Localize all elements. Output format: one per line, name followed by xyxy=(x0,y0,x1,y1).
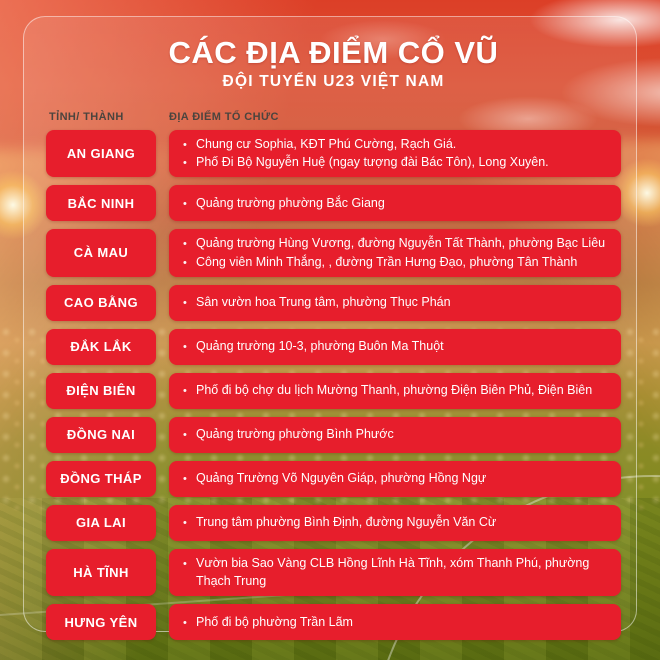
page-subtitle: ĐỘI TUYỂN U23 VIỆT NAM xyxy=(222,72,445,90)
table-row: ĐẮK LẮK • Quảng trường 10-3, phường Buôn … xyxy=(46,328,621,365)
location-text: Phố Đi Bộ Nguyễn Huệ (ngay tượng đài Bác… xyxy=(196,155,549,170)
location-text: Công viên Minh Thắng, , đường Trần Hưng … xyxy=(196,254,578,269)
bullet-icon: • xyxy=(183,238,187,251)
bullet-icon: • xyxy=(183,473,187,486)
table-row: AN GIANG • Chung cư Sophia, KĐT Phú Cường… xyxy=(46,129,621,178)
content-panel: CÁC ĐỊA ĐIỂM CỔ VŨ ĐỘI TUYỂN U23 VIỆT NA… xyxy=(23,16,637,641)
table-row: HƯNG YÊN • Phố đi bộ phường Trần Lãm xyxy=(46,604,621,641)
location-box: • Quảng trường 10-3, phường Buôn Ma Thuột xyxy=(169,328,621,365)
location-box: • Trung tâm phường Bình Định, đường Nguyễ… xyxy=(169,504,621,541)
column-headers: TỈNH/ THÀNH ĐỊA ĐIỂM TỔ CHỨC xyxy=(46,111,621,123)
province-badge: GIA LAI xyxy=(46,504,156,541)
bullet-icon: • xyxy=(183,297,187,310)
location-line: • Chung cư Sophia, KĐT Phú Cường, Rạch Gi… xyxy=(183,135,607,154)
location-box: • Quảng Trường Võ Nguyên Giáp, phường Hồn… xyxy=(169,460,621,497)
province-badge: ĐỒNG NAI xyxy=(46,416,156,453)
table-row: ĐIỆN BIÊN • Phố đi bộ chợ du lịch Mường T… xyxy=(46,372,621,409)
province-badge: ĐẮK LẮK xyxy=(46,328,156,365)
bullet-icon: • xyxy=(183,385,187,398)
bullet-icon: • xyxy=(183,256,187,269)
bullet-icon: • xyxy=(183,557,187,570)
table-row: GIA LAI • Trung tâm phường Bình Định, đườ… xyxy=(46,504,621,541)
bullet-icon: • xyxy=(183,616,187,629)
location-text: Quảng trường phường Bắc Giang xyxy=(196,195,385,210)
bullet-icon: • xyxy=(183,429,187,442)
location-text: Quảng trường 10-3, phường Buôn Ma Thuột xyxy=(196,339,444,354)
location-box: • Quảng trường phường Bắc Giang xyxy=(169,185,621,222)
table-row: ĐỒNG THÁP • Quảng Trường Võ Nguyên Giáp, … xyxy=(46,460,621,497)
province-badge: HƯNG YÊN xyxy=(46,604,156,641)
location-line: • Quảng Trường Võ Nguyên Giáp, phường Hồn… xyxy=(183,469,607,488)
location-box: • Quảng trường Hùng Vương, đường Nguyễn T… xyxy=(169,229,621,277)
location-box: • Quảng trường phường Bình Phước xyxy=(169,416,621,453)
location-text: Quảng trường Hùng Vương, đường Nguyễn Tấ… xyxy=(196,236,606,251)
location-line: • Sân vườn hoa Trung tâm, phường Thục Phá… xyxy=(183,293,607,312)
location-box: • Vườn bia Sao Vàng CLB Hồng Lĩnh Hà Tĩnh… xyxy=(169,548,621,597)
location-line: • Vườn bia Sao Vàng CLB Hồng Lĩnh Hà Tĩnh… xyxy=(183,554,607,592)
location-line: • Phố đi bộ phường Trần Lãm xyxy=(183,613,607,632)
page-title: CÁC ĐỊA ĐIỂM CỔ VŨ xyxy=(168,35,499,70)
table-row: BẮC NINH • Quảng trường phường Bắc Giang xyxy=(46,185,621,222)
table-row: ĐỒNG NAI • Quảng trường phường Bình Phước xyxy=(46,416,621,453)
province-badge: HÀ TĨNH xyxy=(46,548,156,597)
bullet-icon: • xyxy=(183,138,187,151)
province-table: AN GIANG • Chung cư Sophia, KĐT Phú Cường… xyxy=(46,129,621,641)
location-line: • Quảng trường phường Bắc Giang xyxy=(183,194,607,213)
location-line: • Phố đi bộ chợ du lịch Mường Thanh, phườ… xyxy=(183,381,607,400)
location-box: • Phố đi bộ chợ du lịch Mường Thanh, phườ… xyxy=(169,372,621,409)
location-text: Chung cư Sophia, KĐT Phú Cường, Rạch Giá… xyxy=(196,136,457,151)
table-row: CÀ MAU • Quảng trường Hùng Vương, đường N… xyxy=(46,229,621,277)
column-header-location: ĐỊA ĐIỂM TỔ CHỨC xyxy=(169,110,279,123)
location-text: Phố đi bộ phường Trần Lãm xyxy=(196,614,353,629)
province-badge: AN GIANG xyxy=(46,129,156,178)
location-box: • Chung cư Sophia, KĐT Phú Cường, Rạch Gi… xyxy=(169,129,621,178)
location-text: Phố đi bộ chợ du lịch Mường Thanh, phườn… xyxy=(196,383,593,398)
location-line: • Quảng trường phường Bình Phước xyxy=(183,425,607,444)
location-line: • Công viên Minh Thắng, , đường Trần Hưng… xyxy=(183,253,607,272)
location-text: Trung tâm phường Bình Định, đường Nguyễn… xyxy=(196,515,497,530)
location-text: Quảng Trường Võ Nguyên Giáp, phường Hồng… xyxy=(196,471,487,486)
location-text: Quảng trường phường Bình Phước xyxy=(196,427,394,442)
location-text: Vườn bia Sao Vàng CLB Hồng Lĩnh Hà Tĩnh,… xyxy=(196,555,590,589)
bullet-icon: • xyxy=(183,197,187,210)
bullet-icon: • xyxy=(183,157,187,170)
location-box: • Phố đi bộ phường Trần Lãm xyxy=(169,604,621,641)
bullet-icon: • xyxy=(183,341,187,354)
province-badge: CÀ MAU xyxy=(46,229,156,277)
province-badge: ĐỒNG THÁP xyxy=(46,460,156,497)
location-box: • Sân vườn hoa Trung tâm, phường Thục Phá… xyxy=(169,284,621,321)
location-text: Sân vườn hoa Trung tâm, phường Thục Phán xyxy=(196,295,451,310)
column-header-province: TỈNH/ THÀNH xyxy=(49,110,124,123)
location-line: • Quảng trường 10-3, phường Buôn Ma Thuột xyxy=(183,337,607,356)
province-badge: BẮC NINH xyxy=(46,185,156,222)
table-row: CAO BẰNG • Sân vườn hoa Trung tâm, phường… xyxy=(46,284,621,321)
location-line: • Trung tâm phường Bình Định, đường Nguyễ… xyxy=(183,513,607,532)
province-badge: CAO BẰNG xyxy=(46,284,156,321)
table-row: HÀ TĨNH • Vườn bia Sao Vàng CLB Hồng Lĩnh… xyxy=(46,548,621,597)
location-line: • Phố Đi Bộ Nguyễn Huệ (ngay tượng đài Bá… xyxy=(183,153,607,172)
location-line: • Quảng trường Hùng Vương, đường Nguyễn T… xyxy=(183,234,607,253)
bullet-icon: • xyxy=(183,517,187,530)
province-badge: ĐIỆN BIÊN xyxy=(46,372,156,409)
